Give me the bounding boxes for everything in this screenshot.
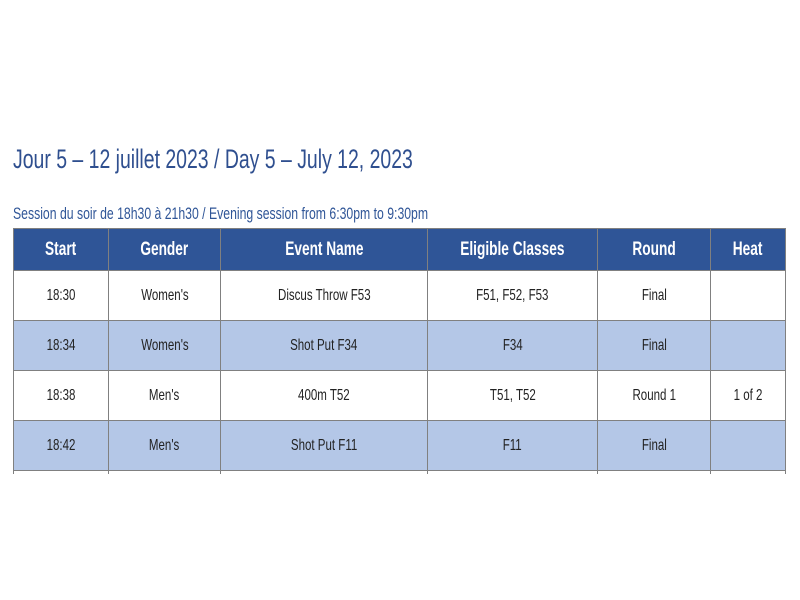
cell-round: Final xyxy=(597,270,711,321)
table-row: 18:30 Women's Discus Throw F53 F51, F52, F5… xyxy=(13,270,786,321)
cell-event-name: Discus Throw F53 xyxy=(220,270,428,321)
cell-empty xyxy=(597,470,711,474)
cell-eligible-classes: T51, T52 xyxy=(427,370,598,421)
cell-eligible-classes: F34 xyxy=(427,320,598,371)
page-title: Jour 5 – 12 juillet 2023 / Day 5 – July … xyxy=(13,144,413,174)
cell-start: 18:34 xyxy=(13,320,109,371)
cell-empty xyxy=(108,470,221,474)
cell-round: Final xyxy=(597,420,711,471)
cell-gender: Women's xyxy=(108,270,221,321)
cell-heat xyxy=(710,270,786,321)
table-row: 18:42 Men's Shot Put F11 F11 Final xyxy=(13,420,786,471)
column-header-heat: Heat xyxy=(710,228,786,271)
cell-empty xyxy=(427,470,598,474)
cell-round: Final xyxy=(597,320,711,371)
table-row: 18:34 Women's Shot Put F34 F34 Final xyxy=(13,320,786,371)
cell-eligible-classes: F11 xyxy=(427,420,598,471)
column-header-event-name: Event Name xyxy=(220,228,428,271)
cell-start: 18:42 xyxy=(13,420,109,471)
schedule-table: Start Gender Event Name Eligible Classes Rou… xyxy=(13,228,786,474)
cell-gender: Men's xyxy=(108,420,221,471)
column-header-start: Start xyxy=(13,228,109,271)
cell-start: 18:38 xyxy=(13,370,109,421)
cell-heat xyxy=(710,320,786,371)
cell-empty xyxy=(710,470,786,474)
header-row: Start Gender Event Name Eligible Classes Rou… xyxy=(13,228,786,271)
cell-empty xyxy=(220,470,428,474)
cell-event-name: 400m T52 xyxy=(220,370,428,421)
column-header-eligible-classes: Eligible Classes xyxy=(427,228,598,271)
cell-round: Round 1 xyxy=(597,370,711,421)
table-row-continuation xyxy=(13,470,786,474)
cell-event-name: Shot Put F11 xyxy=(220,420,428,471)
cell-eligible-classes: F51, F52, F53 xyxy=(427,270,598,321)
cell-empty xyxy=(13,470,109,474)
cell-gender: Women's xyxy=(108,320,221,371)
column-header-gender: Gender xyxy=(108,228,221,271)
cell-gender: Men's xyxy=(108,370,221,421)
cell-heat xyxy=(710,420,786,471)
session-subtitle: Session du soir de 18h30 à 21h30 / Eveni… xyxy=(13,204,429,223)
cell-start: 18:30 xyxy=(13,270,109,321)
cell-event-name: Shot Put F34 xyxy=(220,320,428,371)
column-header-round: Round xyxy=(597,228,711,271)
cell-heat: 1 of 2 xyxy=(710,370,786,421)
